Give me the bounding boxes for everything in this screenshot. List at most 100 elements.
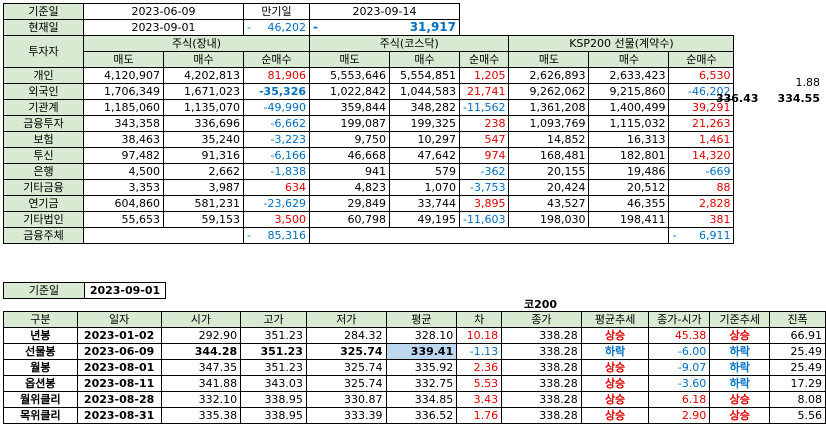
investor-cell: 19,486 (588, 163, 670, 180)
investor-cell: 29,849 (309, 195, 390, 212)
candle-cell: 325.74 (305, 359, 387, 376)
investor-cell: 1,185,060 (83, 99, 164, 116)
investor-cell: 1,400,499 (588, 99, 670, 116)
candle-cell: 335.92 (385, 359, 458, 376)
sub-header-1: 매수 (163, 51, 244, 68)
current-value1: 46,202 (267, 21, 307, 34)
side-values: 1.88 336.43 334.55 (660, 75, 820, 107)
side-value-1: 1.88 (795, 76, 821, 89)
table-row[interactable]: 보험 38,463 35,240 -3,223 9,750 10,297 547 14,852… (3, 131, 735, 148)
investor-cell: 1,361,208 (508, 99, 590, 116)
side-value-row2: 336.43 334.55 (660, 91, 820, 107)
investor-cell: 3,895 (458, 195, 510, 212)
investor-cell: -35,326 (243, 83, 310, 100)
candle-cell: 목위클리 (3, 407, 78, 424)
table-row[interactable]: 월위클리 2023-08-28 332.10 338.95 330.87 334.85 3.… (3, 391, 826, 408)
table-row[interactable]: 년봉 2023-01-02 292.90 351.23 284.32 328.10 10.1… (3, 327, 826, 344)
current-dash1: - (247, 21, 251, 34)
investor-cell: 2,828 (668, 195, 735, 212)
table-row[interactable]: 개인 4,120,907 4,202,813 81,906 5,553,646 5,554… (3, 67, 735, 84)
ko200-title: 코200 (524, 298, 558, 311)
candle-header-8: 평균추세 (580, 311, 650, 328)
table-row[interactable]: 금융투자 343,358 336,696 -6,662 199,087 199,325 23… (3, 115, 735, 132)
candle-cell: 2023-08-28 (76, 391, 162, 408)
investor-cell: 3,987 (163, 179, 244, 196)
investor-cell: 81,906 (243, 67, 310, 84)
table-row[interactable]: 옵션봉 2023-08-11 341.88 343.03 325.74 332.75 5.5… (3, 375, 826, 392)
investor-cell: 14,852 (508, 131, 590, 148)
investor-cell: 49,195 (389, 211, 460, 228)
investor-cell: 9,215,860 (588, 83, 670, 100)
bottom-base-date-value[interactable]: 2023-09-01 (84, 282, 166, 299)
candle-cell: 284.32 (305, 327, 387, 344)
candle-cell: 6.18 (648, 391, 711, 408)
group-header-kospi: 주식(장내) (83, 35, 310, 52)
investor-cell: 4,500 (83, 163, 164, 180)
candle-header-0: 구분 (3, 311, 78, 328)
group-header-kosdaq: 주식(코스닥) (308, 35, 510, 52)
candle-cell: 상승 (580, 391, 650, 408)
candle-cell: 1.76 (456, 407, 503, 424)
sub-header-6: 매도 (508, 51, 590, 68)
expiry-date-value[interactable]: 2023-09-14 (309, 3, 460, 20)
table-row[interactable]: 목위클리 2023-08-31 335.38 338.95 333.39 336.52 1.… (3, 407, 826, 424)
table-row[interactable]: 기관계 1,185,060 1,135,070 -49,990 359,844 348,2… (3, 99, 735, 116)
candle-cell: 332.75 (385, 375, 458, 392)
investor-cell: 14,320 (668, 147, 735, 164)
current-date-label: 현재일 (3, 19, 84, 36)
investor-cell: 3,353 (83, 179, 164, 196)
table-row[interactable]: 투신 97,482 91,316 -6,166 46,668 47,642 974 168,4… (3, 147, 735, 164)
investor-cell: 33,744 (389, 195, 460, 212)
investor-cell: 1,135,070 (163, 99, 244, 116)
candle-cell: 341.88 (160, 375, 242, 392)
candle-cell: 상승 (709, 327, 771, 344)
investor-cell: 1,205 (458, 67, 510, 84)
candle-header-7: 종가 (501, 311, 582, 328)
sub-header-8: 순매수 (668, 51, 735, 68)
table-row[interactable]: 외국인 1,706,349 1,671,023 -35,326 1,022,842 1,0… (3, 83, 735, 100)
investor-cell: 941 (309, 163, 390, 180)
table-row[interactable]: 월봉 2023-08-01 347.35 351.23 325.74 335.92 2.36… (3, 359, 826, 376)
investor-cell: 60,798 (309, 211, 390, 228)
candle-cell: 344.28 (160, 343, 242, 360)
total-value2: 6,911 (698, 229, 731, 242)
candle-cell: 2023-08-11 (76, 375, 162, 392)
investor-cell: 9,750 (309, 131, 390, 148)
candle-cell: 2023-06-09 (76, 343, 162, 360)
candle-cell: -6.00 (648, 343, 711, 360)
investor-cell: -362 (458, 163, 510, 180)
candle-cell: 5.53 (456, 375, 503, 392)
candle-cell: 선물봉 (3, 343, 78, 360)
investor-cell: 9,262,062 (508, 83, 590, 100)
table-row[interactable]: 기타법인 55,653 59,153 3,500 60,798 49,195 -11,603… (3, 211, 735, 228)
candle-header-5: 평균 (385, 311, 458, 328)
investor-cell: -11,562 (458, 99, 510, 116)
table-row[interactable]: 기타금융 3,353 3,987 634 4,823 1,070 -3,753 20,424 2… (3, 179, 735, 196)
investor-section: 기준일 2023-06-09 만기일 2023-09-14 현재일 2023-0… (3, 3, 735, 244)
table-row[interactable]: 선물봉 2023-06-09 344.28 351.23 325.74 339.41 -1.… (3, 343, 826, 360)
investor-cell: 55,653 (83, 211, 164, 228)
current-date-value[interactable]: 2023-09-01 (83, 19, 244, 36)
investor-cell: 2,662 (163, 163, 244, 180)
candle-cell: 351.23 (240, 343, 307, 360)
sub-header-5: 순매수 (458, 51, 510, 68)
table-row[interactable]: 은행 4,500 2,662 -1,838 941 579 -362 20,155 19,486… (3, 163, 735, 180)
investor-name: 기타법인 (3, 211, 84, 228)
group-header-futures: KSP200 선물(계약수) (508, 35, 735, 52)
investor-cell: 35,240 (163, 131, 244, 148)
candle-cell: 3.43 (456, 391, 503, 408)
sub-header-7: 매수 (588, 51, 670, 68)
investor-cell: 198,030 (508, 211, 590, 228)
investor-name: 기관계 (3, 99, 84, 116)
candle-cell: 10.18 (456, 327, 503, 344)
bottom-base-date-label: 기준일 (3, 282, 85, 299)
candle-cell: 2023-01-02 (76, 327, 162, 344)
investor-cell: 46,355 (588, 195, 670, 212)
investor-cell: 1,706,349 (83, 83, 164, 100)
base-date-label: 기준일 (3, 3, 84, 20)
candle-section: 구분 일자 시가 고가 저가 평균 차 종가 평균추세 종가-시가 기준추세 진폭 년봉 2023-01… (3, 311, 826, 424)
investor-cell: 21,741 (458, 83, 510, 100)
base-date-value[interactable]: 2023-06-09 (83, 3, 244, 20)
table-row[interactable]: 연기금 604,860 581,231 -23,629 29,849 33,744 3,89… (3, 195, 735, 212)
sub-header-2: 순매수 (243, 51, 310, 68)
